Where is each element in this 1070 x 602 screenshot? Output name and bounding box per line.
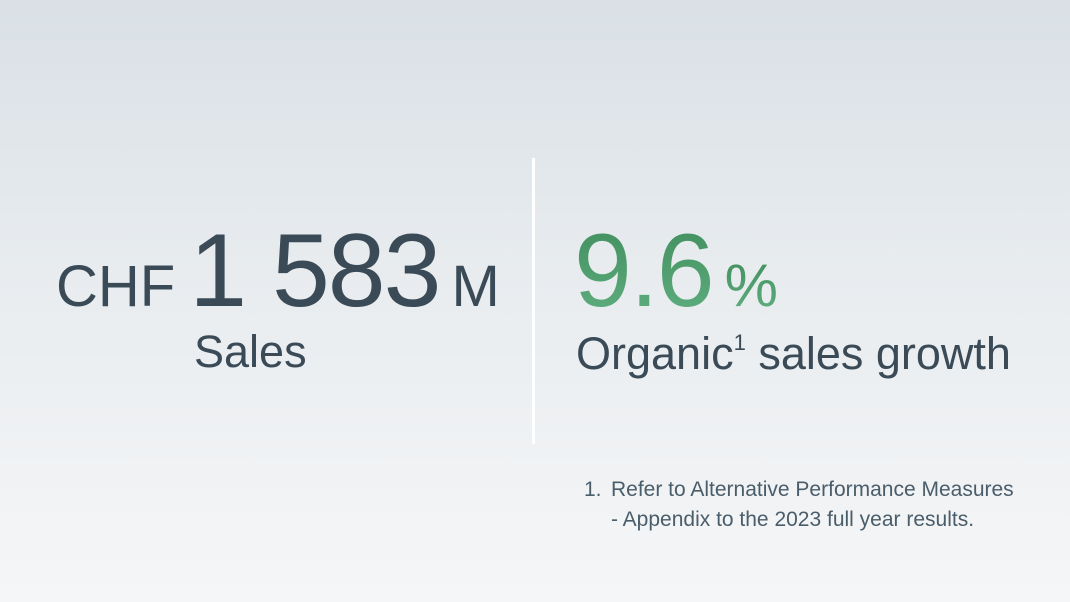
growth-label-pre: Organic xyxy=(576,328,734,379)
growth-label-post: sales growth xyxy=(745,328,1011,379)
footnote: 1. Refer to Alternative Performance Meas… xyxy=(584,475,1024,535)
footnote-ref: 1 xyxy=(733,330,746,355)
growth-value: 9.6 xyxy=(574,213,715,329)
growth-figure: 9.6% xyxy=(574,212,778,331)
footnote-text: Refer to Alternative Performance Measure… xyxy=(611,478,1014,531)
footnote-number: 1. xyxy=(584,478,602,501)
growth-label: Organic1 sales growth xyxy=(576,328,1011,380)
currency: CHF xyxy=(56,254,176,319)
sales-unit: M xyxy=(451,254,500,319)
sales-value: 1 583 xyxy=(189,213,441,329)
sales-figure: CHF 1 583 M xyxy=(56,212,500,331)
growth-unit: % xyxy=(724,252,778,319)
sales-label: Sales xyxy=(194,326,307,377)
divider xyxy=(532,158,535,444)
